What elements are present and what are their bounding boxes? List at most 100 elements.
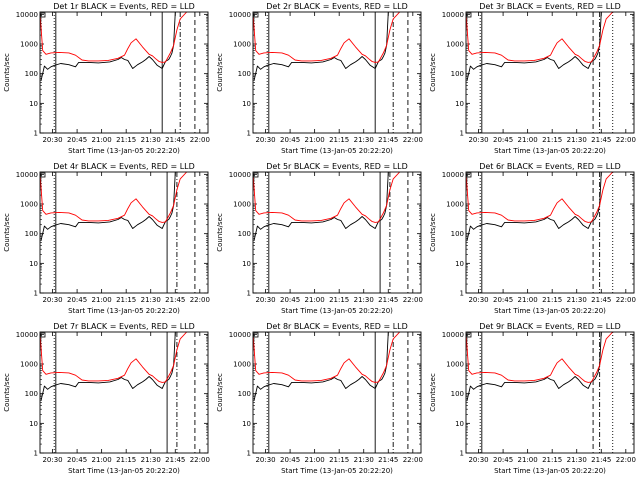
y-tick-label: 1 [460,130,464,138]
events-series-line [253,332,389,401]
x-tick-label: 21:00 [518,456,538,464]
y-tick-label: 1 [460,450,464,458]
lld-series-line [40,332,188,383]
detector-panel: Det 6r BLACK = Events, RED = LLD Counts/s… [426,160,639,320]
y-axis-label: Counts/sec [216,53,224,92]
y-tick-label: 10000 [229,171,251,179]
y-tick-label: 10 [29,260,38,268]
x-tick-label: 21:15 [116,456,136,464]
x-tick-label: 21:00 [518,136,538,144]
y-axis-label: Counts/sec [3,213,11,252]
y-tick-label: 100 [451,230,464,238]
events-series-line [466,12,602,81]
chart-title: Det 8r BLACK = Events, RED = LLD [266,322,408,331]
x-tick-label: 20:45 [67,136,87,144]
chart-title: Det 2r BLACK = Events, RED = LLD [266,2,408,11]
events-series-line [466,172,602,241]
detector-panel: Det 4r BLACK = Events, RED = LLD Counts/s… [0,160,213,320]
x-tick-label: 21:45 [165,136,185,144]
x-tick-label: 20:30 [468,136,488,144]
y-tick-label: 100 [238,70,251,78]
x-tick-label: 21:30 [354,296,374,304]
y-tick-label: 10 [242,100,251,108]
chart-title: Det 1r BLACK = Events, RED = LLD [53,2,195,11]
detector-panel: Det 3r BLACK = Events, RED = LLD Counts/s… [426,0,639,160]
x-tick-label: 22:00 [403,136,423,144]
x-tick-label: 21:45 [378,456,398,464]
x-tick-label: 20:30 [468,456,488,464]
x-tick-label: 20:30 [42,136,62,144]
plot-frame [39,11,209,134]
y-tick-label: 1 [34,290,38,298]
events-series-line [466,332,602,401]
x-tick-label: 20:45 [493,136,513,144]
lld-series-line [466,12,614,63]
x-tick-label: 21:15 [329,136,349,144]
chart-title: Det 5r BLACK = Events, RED = LLD [266,162,408,171]
y-axis-label: Counts/sec [216,213,224,252]
events-series-line [40,12,176,81]
detector-panel: Det 5r BLACK = Events, RED = LLD Counts/s… [213,160,426,320]
detector-chart: Det 8r BLACK = Events, RED = LLD Counts/s… [216,322,423,475]
y-tick-label: 1000 [20,361,38,369]
lld-series-line [40,12,188,63]
y-tick-label: 1 [460,290,464,298]
x-tick-label: 21:30 [567,136,587,144]
start-marker [466,12,472,18]
y-axis-label: Counts/sec [429,53,437,92]
x-tick-label: 22:00 [190,456,210,464]
lld-series-line [40,172,188,223]
y-tick-label: 1000 [233,41,251,49]
start-marker [466,332,472,338]
chart-title: Det 4r BLACK = Events, RED = LLD [53,162,195,171]
x-axis-label: Start Time (13-Jan-05 20:22:20) [494,307,606,315]
y-tick-label: 1000 [446,201,464,209]
x-tick-label: 21:15 [116,296,136,304]
x-tick-label: 21:00 [92,456,112,464]
y-tick-label: 10000 [442,11,464,19]
x-tick-label: 21:00 [305,136,325,144]
lld-series-line [253,172,401,223]
x-tick-label: 20:30 [255,296,275,304]
events-series-line [40,332,176,401]
plot-frame [39,171,209,294]
x-tick-label: 21:15 [542,136,562,144]
detector-panel: Det 7r BLACK = Events, RED = LLD Counts/s… [0,320,213,480]
y-tick-label: 100 [25,70,38,78]
x-tick-label: 21:45 [591,456,611,464]
x-axis-label: Start Time (13-Jan-05 20:22:20) [281,307,393,315]
x-tick-label: 21:15 [329,296,349,304]
y-tick-label: 10 [242,260,251,268]
y-tick-label: 10000 [16,331,38,339]
x-tick-label: 20:30 [42,296,62,304]
x-axis-label: Start Time (13-Jan-05 20:22:20) [494,147,606,155]
x-tick-label: 20:45 [280,456,300,464]
x-tick-label: 21:15 [116,136,136,144]
y-tick-label: 1 [247,290,251,298]
detector-chart: Det 3r BLACK = Events, RED = LLD Counts/s… [429,2,636,155]
y-tick-label: 10000 [442,171,464,179]
y-tick-label: 10000 [229,11,251,19]
detector-chart: Det 9r BLACK = Events, RED = LLD Counts/s… [429,322,636,475]
y-tick-label: 100 [25,390,38,398]
x-tick-label: 21:15 [542,456,562,464]
detector-chart: Det 1r BLACK = Events, RED = LLD Counts/s… [3,2,210,155]
start-marker [253,332,259,338]
y-tick-label: 10000 [16,171,38,179]
plot-frame [465,331,635,454]
y-tick-label: 1 [247,130,251,138]
y-tick-label: 10 [455,100,464,108]
detector-chart: Det 2r BLACK = Events, RED = LLD Counts/s… [216,2,423,155]
events-series-line [253,172,389,241]
y-tick-label: 10000 [16,11,38,19]
x-tick-label: 21:30 [141,456,161,464]
y-tick-label: 100 [238,390,251,398]
x-tick-label: 22:00 [403,456,423,464]
y-tick-label: 10 [29,420,38,428]
y-axis-label: Counts/sec [216,373,224,412]
x-tick-label: 21:30 [141,136,161,144]
y-axis-label: Counts/sec [429,373,437,412]
x-axis-label: Start Time (13-Jan-05 20:22:20) [281,467,393,475]
lld-series-line [466,332,614,383]
x-tick-label: 21:45 [378,296,398,304]
